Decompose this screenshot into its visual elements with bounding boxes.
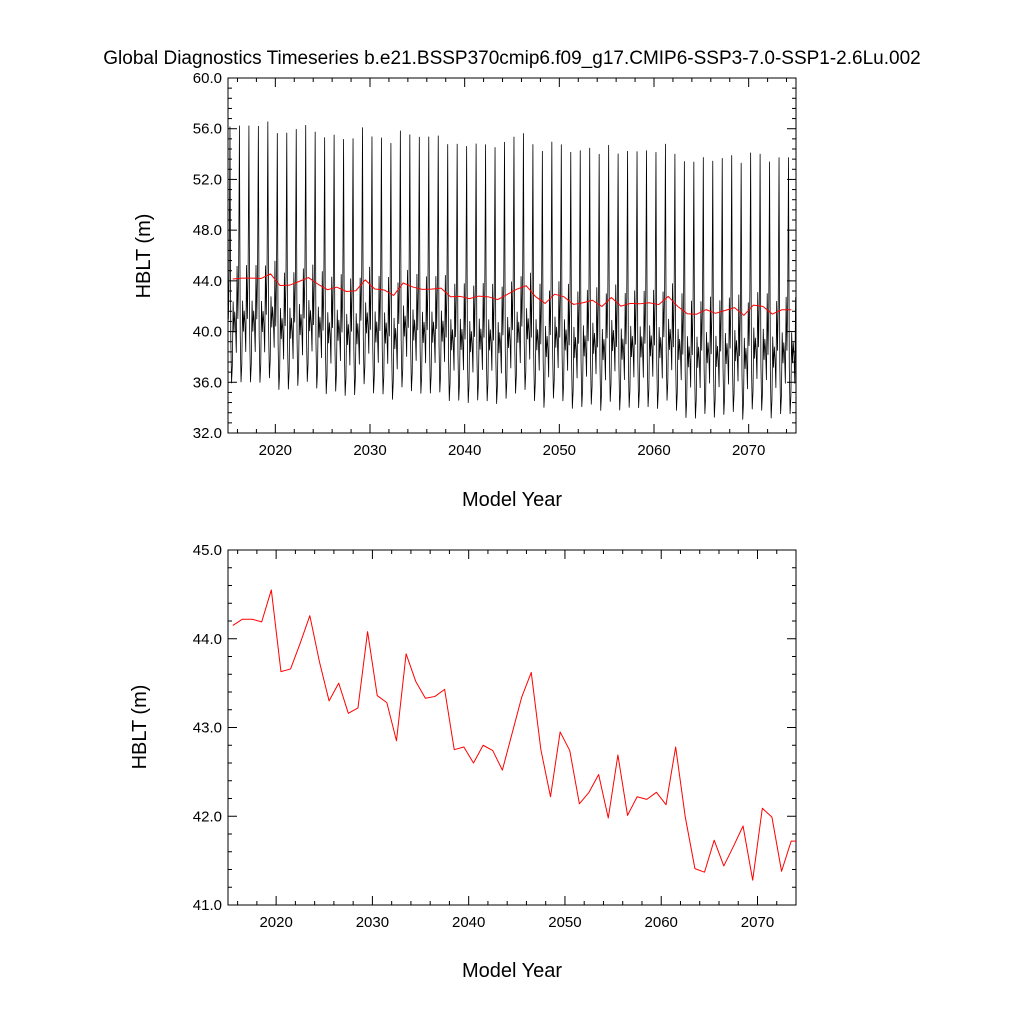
x-tick-label: 2040 — [452, 914, 485, 931]
y-tick-label: 44.0 — [193, 631, 222, 648]
x-tick-label: 2030 — [356, 914, 389, 931]
y-tick-label: 45.0 — [193, 542, 222, 559]
y-tick-label: 44.0 — [193, 273, 222, 290]
bottom-y-tick-labels: 41.0 42.0 43.0 44.0 45.0 — [193, 542, 222, 914]
y-tick-label: 42.0 — [193, 808, 222, 825]
bottom-x-tick-labels: 2020 2030 2040 2050 2060 2070 — [259, 914, 774, 931]
x-tick-label: 2070 — [732, 442, 765, 459]
y-tick-label: 48.0 — [193, 222, 222, 239]
y-tick-label: 41.0 — [193, 897, 222, 914]
top-y-axis-label: HBLT (m) — [133, 214, 155, 299]
bottom-y-axis-label: HBLT (m) — [129, 685, 151, 770]
y-tick-label: 56.0 — [193, 121, 222, 138]
top-x-axis-label: Model Year — [462, 489, 562, 511]
x-tick-label: 2030 — [353, 442, 386, 459]
top-series-lines — [228, 121, 796, 420]
y-tick-label: 60.0 — [193, 70, 222, 87]
bottom-x-axis-label: Model Year — [462, 960, 562, 982]
x-tick-label: 2050 — [543, 442, 576, 459]
top-plot-frame — [227, 77, 797, 434]
figure-title: Global Diagnostics Timeseries b.e21.BSSP… — [103, 48, 920, 69]
x-tick-label: 2060 — [645, 914, 678, 931]
top-y-tick-labels: 32.0 36.0 40.0 44.0 48.0 52.0 56.0 60.0 — [193, 70, 222, 442]
x-tick-label: 2020 — [259, 442, 292, 459]
y-tick-label: 36.0 — [193, 374, 222, 391]
x-tick-label: 2020 — [259, 914, 292, 931]
annual-series-line — [232, 273, 792, 316]
x-tick-label: 2060 — [637, 442, 670, 459]
y-tick-label: 52.0 — [193, 171, 222, 188]
y-tick-label: 43.0 — [193, 720, 222, 737]
monthly-series-line — [228, 121, 796, 420]
top-panel: 32.0 36.0 40.0 44.0 48.0 52.0 56.0 60.0 2020 203… — [133, 70, 797, 511]
bottom-axis-ticks — [228, 549, 797, 906]
bottom-series-lines — [232, 589, 796, 881]
x-tick-label: 2040 — [448, 442, 481, 459]
bottom-panel: 41.0 42.0 43.0 44.0 45.0 2020 2030 2040 2050 206… — [129, 542, 797, 982]
y-tick-label: 32.0 — [193, 425, 222, 442]
top-x-tick-labels: 2020 2030 2040 2050 2060 2070 — [259, 442, 766, 459]
x-tick-label: 2070 — [741, 914, 774, 931]
y-tick-label: 40.0 — [193, 324, 222, 341]
top-axis-ticks — [228, 77, 796, 434]
annual-series-line — [232, 589, 796, 881]
x-tick-label: 2050 — [548, 914, 581, 931]
